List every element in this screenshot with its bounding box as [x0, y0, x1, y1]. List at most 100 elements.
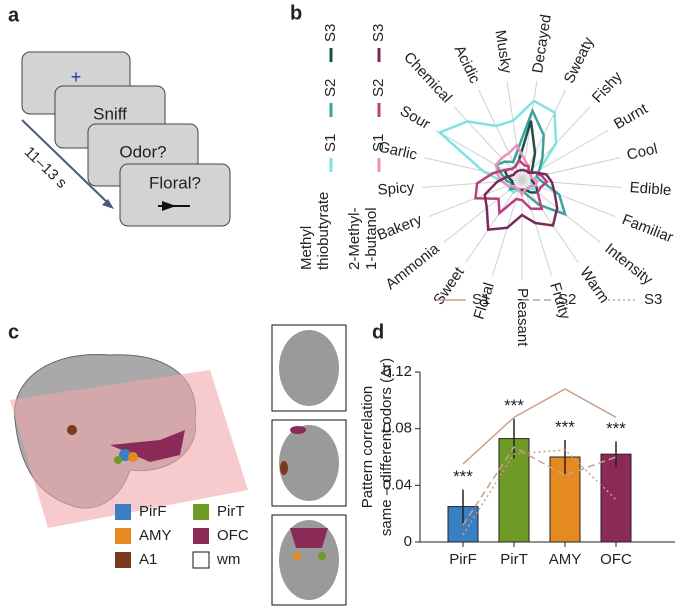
axis-label: Pleasant — [514, 288, 531, 347]
legend-swatch — [115, 504, 131, 520]
legend-label: S3 — [370, 24, 387, 42]
significance: *** — [555, 417, 575, 436]
spoke — [521, 81, 538, 181]
pirt-region — [114, 456, 122, 464]
screen-text: + — [71, 67, 82, 87]
axis-label: Bakery — [375, 211, 425, 244]
radar-line — [483, 168, 559, 231]
legend-swatch — [193, 504, 209, 520]
bar — [600, 453, 632, 543]
legend-label: S3 — [322, 24, 339, 42]
y-tick-label: 0.08 — [383, 420, 412, 437]
axis-label: Warm — [576, 264, 612, 306]
panel-c-brain — [10, 324, 347, 606]
x-tick-label: AMY — [549, 551, 582, 568]
ofc-region — [110, 430, 185, 462]
axis-label: Musky — [492, 29, 515, 75]
spoke — [465, 179, 523, 263]
pirt-region — [318, 552, 326, 560]
legend-label: S1 — [322, 134, 339, 152]
axis-label: Cool — [625, 140, 659, 163]
arrow-head — [102, 199, 114, 209]
spoke — [521, 179, 616, 217]
legend-label: S2 — [322, 79, 339, 97]
spoke — [521, 179, 622, 188]
ofc-region — [290, 426, 306, 434]
axis-label: Decayed — [529, 13, 555, 74]
x-tick-label: PirT — [500, 551, 528, 568]
axis-label: Acidic — [451, 43, 484, 87]
legend-label: S3 — [644, 291, 662, 308]
group-label: 2-Methyl- — [346, 207, 363, 270]
legend-label: S1 — [472, 291, 490, 308]
legend-swatch — [193, 528, 209, 544]
axis-label: Burnt — [611, 100, 651, 133]
x-tick-label: OFC — [600, 551, 632, 568]
axis-label: Fishy — [589, 68, 626, 106]
spoke — [521, 179, 579, 263]
significance: *** — [453, 467, 473, 486]
axial-slice — [279, 425, 339, 501]
legend-swatch — [192, 551, 210, 569]
significance: *** — [504, 396, 524, 415]
legend-label: S2 — [558, 291, 576, 308]
group-label: thiobutyrate — [315, 192, 332, 270]
axis-label: Sweaty — [561, 34, 598, 86]
axis-label: Ammonia — [382, 240, 443, 293]
y-axis-label: Pattern correlation — [359, 386, 376, 509]
spoke — [478, 89, 523, 181]
amy-region — [128, 452, 138, 462]
panel-label: b — [290, 2, 302, 24]
spoke — [435, 129, 523, 181]
y-tick-label: 0.12 — [383, 363, 412, 380]
panel-label: d — [372, 321, 384, 343]
legend-label: PirF — [139, 503, 167, 520]
axis-label: Sour — [397, 102, 433, 133]
timing-label: 11–13 s — [21, 143, 70, 192]
panel-label: a — [8, 4, 20, 26]
y-axis-label: same – different odors (Δr) — [378, 358, 395, 536]
group-label: 1-butanol — [363, 207, 380, 270]
legend-label: A1 — [139, 551, 157, 568]
screen-text: Sniff — [93, 104, 127, 123]
legend-swatch — [115, 528, 131, 544]
panel-label: c — [8, 321, 19, 343]
spoke — [521, 157, 620, 181]
legend-label: OFC — [217, 527, 249, 544]
subject-line — [462, 388, 617, 465]
spoke — [506, 81, 523, 181]
legend-label: PirT — [217, 503, 245, 520]
y-tick-label: 0 — [404, 533, 412, 550]
significance: *** — [606, 419, 626, 438]
spoke — [422, 179, 523, 188]
time-arrow — [21, 119, 111, 206]
legend-label: S1 — [370, 134, 387, 152]
subject-line — [462, 446, 617, 526]
legend-swatch — [115, 552, 131, 568]
axis-label: Sweet — [430, 263, 468, 308]
y-tick-label: 0.04 — [383, 476, 412, 493]
rating-marker — [162, 201, 176, 211]
axis-label: Familiar — [620, 211, 676, 246]
axial-slice — [279, 330, 339, 406]
legend-label: AMY — [139, 527, 172, 544]
axis-label: Spicy — [377, 179, 415, 199]
x-tick-label: PirF — [449, 551, 477, 568]
subject-line — [462, 449, 617, 536]
screen-text: Floral? — [149, 173, 201, 192]
screen — [119, 163, 231, 227]
group-label: Methyl — [298, 226, 315, 270]
ofc-region — [290, 528, 328, 548]
axis-label: Chemical — [400, 49, 455, 106]
legend-label: S2 — [370, 79, 387, 97]
screen-text: Odor? — [119, 142, 166, 161]
a1-region — [67, 425, 77, 435]
pirf-region — [119, 449, 131, 461]
a1-region — [280, 461, 288, 475]
panel-a — [21, 51, 231, 227]
amy-region — [293, 552, 301, 560]
axis-label: Edible — [629, 179, 672, 199]
axis-label: Intensity — [601, 240, 656, 288]
spoke — [453, 106, 523, 181]
